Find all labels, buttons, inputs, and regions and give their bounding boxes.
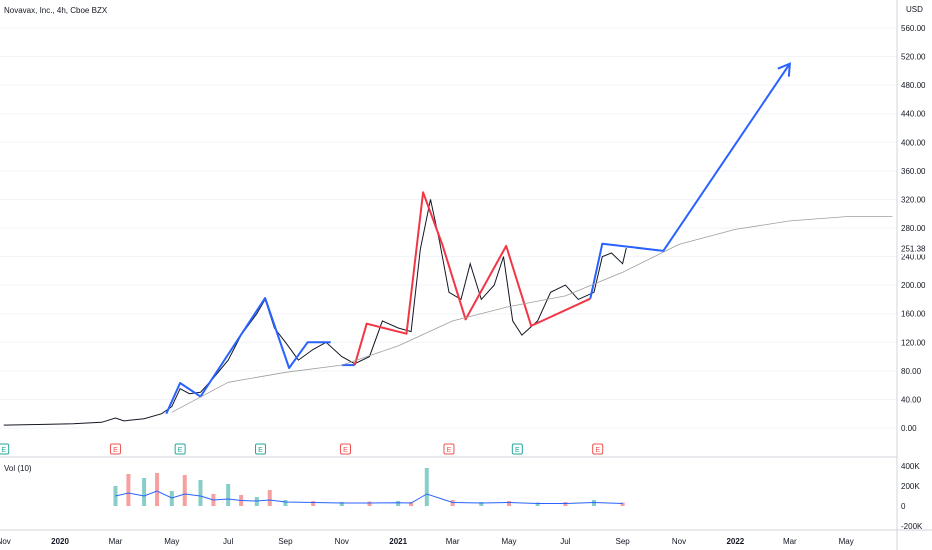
volume-bar xyxy=(311,501,316,506)
last-price-tag xyxy=(898,242,932,255)
price-tick-label: 400.00 xyxy=(901,138,926,147)
support-curve xyxy=(171,216,893,413)
volume-axis[interactable]: 400K 200K 0 -200K xyxy=(901,462,923,531)
time-tick-label: 2022 xyxy=(726,537,744,546)
volume-bar xyxy=(267,490,272,506)
price-tick-label: 200.00 xyxy=(901,281,926,290)
earnings-marker xyxy=(511,443,523,455)
grid xyxy=(0,27,897,429)
price-tick-label: 320.00 xyxy=(901,195,926,204)
earnings-marker xyxy=(255,443,267,455)
volume-bar xyxy=(535,502,540,506)
earnings-glyph: E xyxy=(447,447,452,454)
time-tick-label: Jul xyxy=(560,537,570,546)
volume-bar xyxy=(507,501,512,506)
blue-trend-line xyxy=(165,297,331,415)
volume-title: Vol (10) xyxy=(4,464,32,473)
price-tick-label: 120.00 xyxy=(901,338,926,347)
time-tick-label: Jul xyxy=(223,537,233,546)
projection-arrow-head xyxy=(777,62,791,77)
time-tick-label: May xyxy=(501,537,516,546)
volume-tick-label: 200K xyxy=(901,482,920,491)
volume-bar xyxy=(113,486,118,506)
time-tick-label: Mar xyxy=(783,537,797,546)
price-tick-label: 280.00 xyxy=(901,224,926,233)
volume-bar xyxy=(620,502,625,506)
volume-tick-label: -200K xyxy=(901,522,923,531)
volume-tick-label: 400K xyxy=(901,462,920,471)
earnings-glyph: E xyxy=(595,447,600,454)
price-line xyxy=(3,199,627,426)
price-tick-label: 0.00 xyxy=(901,424,917,433)
price-tick-label: 360.00 xyxy=(901,167,926,176)
time-tick-label: Sep xyxy=(616,537,631,546)
time-axis[interactable]: Nov 2020 Mar May Jul Sep Nov 2021 Mar May Jul Sep No… xyxy=(0,537,854,546)
volume-ma-line xyxy=(115,490,623,504)
volume-bar xyxy=(283,500,288,506)
volume-bar xyxy=(126,474,131,506)
volume-bar xyxy=(182,475,187,506)
price-tick-label: 80.00 xyxy=(901,367,922,376)
volume-bar xyxy=(198,480,203,506)
price-panel xyxy=(3,199,627,426)
price-tick-label: 440.00 xyxy=(901,110,926,119)
earnings-marker xyxy=(592,443,604,455)
earnings-glyph: E xyxy=(343,447,348,454)
red-trend-line xyxy=(353,191,591,366)
time-tick-label: Mar xyxy=(109,537,123,546)
price-axis[interactable]: 560.00 520.00 480.00 440.00 400.00 360.00 320.… xyxy=(898,24,932,433)
earnings-glyph: E xyxy=(178,447,183,454)
price-tick-label: 520.00 xyxy=(901,53,926,62)
time-tick-label: 2021 xyxy=(389,537,407,546)
price-tick-label: 480.00 xyxy=(901,81,926,90)
time-tick-label: Mar xyxy=(446,537,460,546)
price-tick-label: 560.00 xyxy=(901,24,926,33)
price-tick-label: 40.00 xyxy=(901,395,922,404)
earnings-glyph: E xyxy=(515,447,520,454)
earnings-marker xyxy=(443,443,455,455)
last-price-label: 251.38 xyxy=(901,244,926,253)
volume-bar xyxy=(450,500,455,506)
earnings-glyph: E xyxy=(258,447,263,454)
drawings-layer xyxy=(165,62,893,415)
volume-bar xyxy=(424,468,429,506)
volume-bar xyxy=(142,478,147,506)
volume-bar xyxy=(367,501,372,506)
time-tick-label: Sep xyxy=(278,537,293,546)
chart-title: Novavax, Inc., 4h, Cboe BZX xyxy=(4,6,108,15)
time-tick-label: 2020 xyxy=(51,537,69,546)
volume-tick-label: 0 xyxy=(901,502,906,511)
currency-label: USD xyxy=(906,5,923,14)
time-tick-label: Nov xyxy=(672,537,686,546)
volume-bar xyxy=(396,501,401,506)
volume-bar xyxy=(409,502,414,506)
time-tick-label: May xyxy=(164,537,179,546)
volume-bar xyxy=(226,484,231,506)
earnings-marker xyxy=(0,443,10,455)
earnings-marker xyxy=(109,443,121,455)
earnings-glyph: E xyxy=(1,447,6,454)
projection-arrow-line xyxy=(589,63,791,299)
earnings-glyph: E xyxy=(113,447,118,454)
time-tick-label: May xyxy=(839,537,854,546)
time-tick-label: Nov xyxy=(0,537,11,546)
price-tick-label: 160.00 xyxy=(901,310,926,319)
volume-bar xyxy=(339,502,344,506)
time-tick-label: Nov xyxy=(335,537,349,546)
earnings-marker xyxy=(339,443,351,455)
volume-panel xyxy=(113,468,625,506)
price-tick-label: 240.00 xyxy=(901,253,926,262)
volume-bar xyxy=(479,502,484,506)
volume-bar xyxy=(155,473,160,506)
earnings-marker xyxy=(174,443,186,455)
